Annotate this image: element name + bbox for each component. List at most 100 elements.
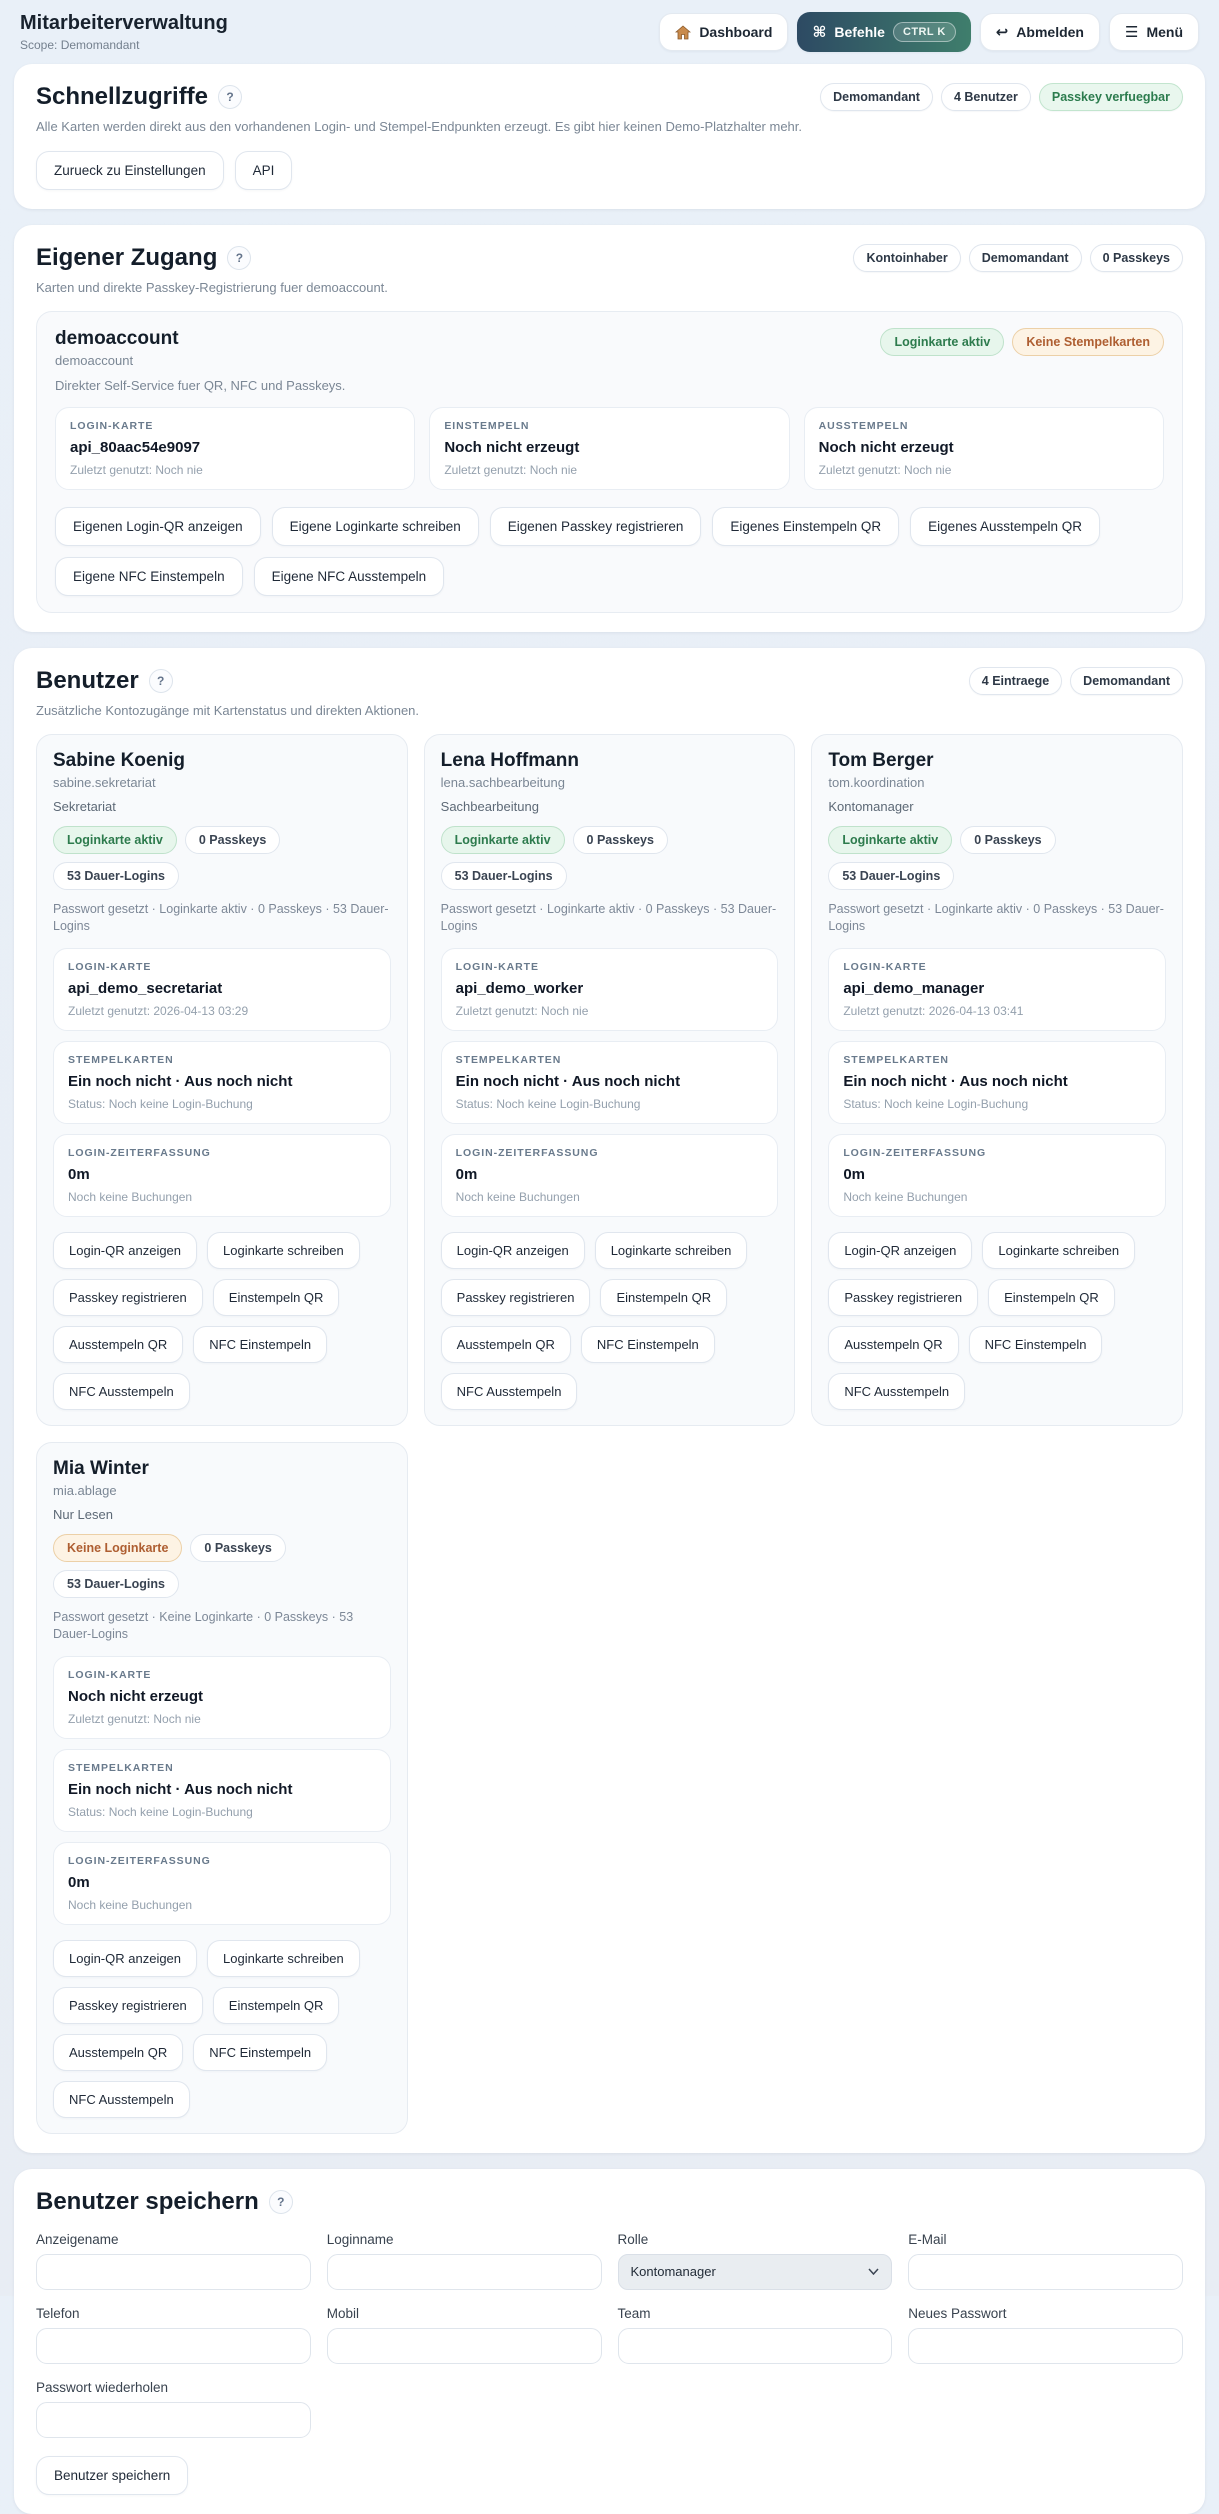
nfc-clock-in-button[interactable]: NFC Einstempeln: [193, 2033, 328, 2071]
save-user-button[interactable]: Benutzer speichern: [36, 2455, 189, 2495]
user-stats: LOGIN-KARTE api_demo_secretariat Zuletzt…: [53, 947, 391, 1217]
nfc-clock-out-button[interactable]: NFC Ausstempeln: [53, 2080, 190, 2118]
clock-in-qr-button[interactable]: Einstempeln QR: [212, 1278, 340, 1316]
write-login-card-button[interactable]: Loginkarte schreiben: [982, 1231, 1136, 1269]
telefon-input[interactable]: [36, 2327, 311, 2364]
clock-out-qr-button[interactable]: Ausstempeln QR: [440, 1325, 571, 1363]
email-input[interactable]: [908, 2253, 1183, 2290]
field-anzeigename: Anzeigename: [36, 2232, 311, 2290]
tenant-badge: Demomandant: [1070, 667, 1183, 695]
help-icon[interactable]: ?: [268, 2189, 293, 2214]
own-access-badges: Kontoinhaber Demomandant 0 Passkeys: [853, 244, 1183, 272]
user-summary: Passwort gesetzt · Loginkarte aktiv · 0 …: [440, 902, 777, 933]
nfc-clock-in-button[interactable]: NFC Einstempeln: [580, 1325, 715, 1363]
commands-button[interactable]: ⌘ Befehle CTRL K: [797, 12, 971, 52]
command-icon: ⌘: [812, 23, 827, 41]
login-qr-button[interactable]: Login-QR anzeigen: [53, 1939, 198, 1977]
login-card-active-badge: Loginkarte aktiv: [53, 826, 177, 854]
passkeys-count-badge: 0 Passkeys: [184, 826, 281, 854]
nfc-clock-out-button[interactable]: NFC Ausstempeln: [53, 1372, 190, 1410]
api-button[interactable]: API: [234, 151, 293, 190]
mobil-input[interactable]: [326, 2327, 602, 2364]
menu-button[interactable]: ☰ Menü: [1108, 13, 1199, 51]
clock-in-qr-button[interactable]: Einstempeln QR: [212, 1986, 340, 2024]
user-status-badges: Loginkarte aktiv 0 Passkeys 53 Dauer-Log…: [53, 826, 391, 890]
login-qr-button[interactable]: Login-QR anzeigen: [828, 1231, 973, 1269]
stat-label: STEMPELKARTEN: [68, 1761, 174, 1774]
clock-out-qr-button[interactable]: Ausstempeln QR: [53, 1325, 184, 1363]
stat-sub: Zuletzt genutzt: Noch nie: [444, 463, 578, 477]
own-nfc-clock-in-button[interactable]: Eigene NFC Einstempeln: [55, 557, 243, 596]
loginname-input[interactable]: [326, 2253, 602, 2290]
own-nfc-clock-out-button[interactable]: Eigene NFC Ausstempeln: [253, 557, 445, 596]
stat-card-login-karte: LOGIN-KARTE api_demo_worker Zuletzt genu…: [440, 947, 779, 1031]
user-card-sabine: Sabine Koenig sabine.sekretariat Sekreta…: [36, 734, 408, 1426]
passwort-wiederholen-input[interactable]: [36, 2401, 311, 2438]
user-name: Lena Hoffmann: [440, 750, 579, 771]
logout-button[interactable]: ↩ Abmelden: [979, 13, 1100, 51]
save-user-form: Anzeigename Loginname Rolle Kontomanager…: [36, 2232, 1183, 2438]
write-login-card-button[interactable]: Loginkarte schreiben: [207, 1939, 360, 1977]
nfc-clock-in-button[interactable]: NFC Einstempeln: [968, 1325, 1103, 1363]
help-icon[interactable]: ?: [227, 246, 252, 270]
stat-label: LOGIN-ZEITERFASSUNG: [843, 1146, 987, 1159]
register-passkey-button[interactable]: Passkey registrieren: [828, 1278, 979, 1316]
field-loginname: Loginname: [326, 2232, 602, 2290]
help-icon[interactable]: ?: [218, 85, 243, 109]
own-account-status-badges: Loginkarte aktiv Keine Stempelkarten: [880, 328, 1164, 356]
dashboard-button[interactable]: Dashboard: [659, 13, 789, 51]
permanent-logins-badge: 53 Dauer-Logins: [53, 862, 179, 890]
neues-passwort-input[interactable]: [908, 2327, 1183, 2364]
team-input[interactable]: [617, 2327, 893, 2364]
stat-card-stempelkarten: STEMPELKARTEN Ein noch nicht · Aus noch …: [53, 1748, 391, 1832]
clock-out-qr-button[interactable]: Ausstempeln QR: [53, 2033, 184, 2071]
write-login-card-button[interactable]: Loginkarte schreiben: [207, 1231, 360, 1269]
login-card-active-badge: Loginkarte aktiv: [440, 826, 565, 854]
field-telefon: Telefon: [36, 2306, 311, 2364]
user-role: Nur Lesen: [53, 1506, 113, 1522]
save-user-title: Benutzer speichern: [36, 2187, 259, 2215]
stat-card-login-zeiterfassung: LOGIN-ZEITERFASSUNG 0m Noch keine Buchun…: [828, 1133, 1166, 1217]
nfc-clock-in-button[interactable]: NFC Einstempeln: [193, 1325, 328, 1363]
role-select[interactable]: Kontomanager: [617, 2253, 893, 2290]
stat-label: LOGIN-KARTE: [843, 960, 927, 973]
help-icon[interactable]: ?: [148, 669, 173, 693]
stat-value: Noch nicht erzeugt: [818, 439, 954, 456]
stat-sub: Status: Noch keine Login-Buchung: [455, 1096, 641, 1111]
menu-label: Menü: [1146, 24, 1183, 40]
clock-in-qr-button[interactable]: Einstempeln QR: [600, 1278, 728, 1316]
stat-value: Ein noch nicht · Aus noch nicht: [455, 1072, 681, 1090]
write-login-card-button[interactable]: Loginkarte schreiben: [594, 1231, 748, 1269]
stat-label: LOGIN-KARTE: [70, 420, 154, 432]
own-clock-out-qr-button[interactable]: Eigenes Ausstempeln QR: [910, 507, 1101, 546]
stat-card-stempelkarten: STEMPELKARTEN Ein noch nicht · Aus noch …: [828, 1040, 1166, 1124]
users-title: Benutzer: [36, 667, 139, 694]
stat-card-stempelkarten: STEMPELKARTEN Ein noch nicht · Aus noch …: [440, 1040, 779, 1124]
nfc-clock-out-button[interactable]: NFC Ausstempeln: [828, 1372, 966, 1410]
stat-card-login-karte: LOGIN-KARTE api_demo_manager Zuletzt gen…: [828, 947, 1166, 1031]
register-passkey-button[interactable]: Passkey registrieren: [440, 1278, 591, 1316]
anzeigename-input[interactable]: [36, 2253, 311, 2290]
own-login-qr-button[interactable]: Eigenen Login-QR anzeigen: [55, 507, 261, 546]
users-section: Benutzer ? 4 Eintraege Demomandant Zusät…: [14, 648, 1205, 2153]
clock-in-qr-button[interactable]: Einstempeln QR: [988, 1278, 1115, 1316]
login-qr-button[interactable]: Login-QR anzeigen: [440, 1231, 585, 1269]
stat-value: api_demo_worker: [455, 979, 584, 997]
own-write-login-card-button[interactable]: Eigene Loginkarte schreiben: [271, 507, 479, 546]
register-passkey-button[interactable]: Passkey registrieren: [53, 1986, 203, 2024]
save-user-section: Benutzer speichern ? Anzeigename Loginna…: [14, 2168, 1205, 2514]
user-name: Mia Winter: [53, 1457, 149, 1479]
register-passkey-button[interactable]: Passkey registrieren: [53, 1278, 203, 1316]
own-register-passkey-button[interactable]: Eigenen Passkey registrieren: [489, 507, 702, 546]
own-access-header: Eigener Zugang ? Kontoinhaber Demomandan…: [36, 244, 1183, 272]
nfc-clock-out-button[interactable]: NFC Ausstempeln: [440, 1372, 578, 1410]
quick-access-section: Schnellzugriffe ? Demomandant 4 Benutzer…: [14, 64, 1205, 209]
clock-out-qr-button[interactable]: Ausstempeln QR: [828, 1325, 959, 1363]
login-qr-button[interactable]: Login-QR anzeigen: [53, 1231, 198, 1269]
user-login: mia.ablage: [53, 1482, 117, 1498]
own-clock-in-qr-button[interactable]: Eigenes Einstempeln QR: [712, 507, 900, 546]
email-label: E-Mail: [908, 2231, 947, 2247]
back-to-settings-button[interactable]: Zurueck zu Einstellungen: [36, 151, 224, 190]
passkey-available-badge: Passkey verfuegbar: [1038, 83, 1183, 111]
